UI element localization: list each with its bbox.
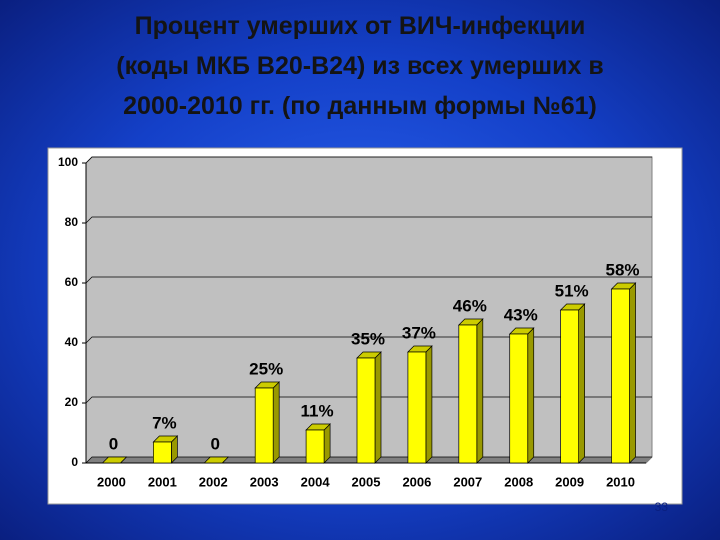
x-tick-label: 2007 [453, 474, 482, 489]
y-tick-label: 80 [65, 215, 79, 229]
bar [356, 357, 376, 464]
data-label: 11% [301, 401, 334, 420]
x-tick-label: 2010 [606, 474, 635, 489]
x-tick-label: 2006 [402, 474, 431, 489]
data-label: 7% [152, 413, 177, 432]
x-tick-label: 2005 [352, 474, 381, 489]
x-tick-label: 2009 [555, 474, 584, 489]
grid-line [85, 216, 652, 224]
x-tick-label: 2003 [250, 474, 279, 489]
y-tick-label: 40 [65, 335, 79, 349]
bar [509, 333, 529, 464]
bar [407, 351, 427, 464]
bar-top [203, 456, 230, 464]
data-label: 37% [402, 323, 436, 342]
data-label: 0 [211, 434, 220, 453]
bar [305, 429, 325, 464]
bar [611, 288, 630, 464]
bar [458, 324, 478, 464]
data-label: 51% [555, 281, 589, 300]
x-tick-label: 2004 [301, 474, 331, 489]
x-tick-label: 2000 [97, 474, 126, 489]
bar-side [425, 345, 433, 464]
bar [254, 387, 274, 464]
bar-side [527, 327, 535, 464]
bar-side [323, 423, 331, 464]
x-tick-label: 2002 [199, 474, 228, 489]
data-label: 35% [351, 329, 385, 348]
grid-line [85, 156, 652, 164]
x-tick-label: 2001 [148, 474, 177, 489]
chart-title: Процент умерших от ВИЧ-инфекции (коды МК… [116, 12, 604, 120]
bar-side [578, 303, 585, 464]
bar [153, 441, 172, 464]
bar-side [272, 381, 280, 464]
x-tick-label: 2008 [504, 474, 533, 489]
bar [560, 309, 579, 464]
bar-side [476, 318, 484, 464]
data-label: 0 [109, 434, 118, 453]
grid-line [85, 276, 652, 284]
data-label: 58% [606, 260, 640, 279]
data-label: 43% [504, 305, 538, 324]
y-tick-label: 0 [71, 455, 78, 469]
bar-side [374, 351, 382, 464]
bar-top [101, 456, 128, 464]
data-label: 25% [249, 359, 283, 378]
y-tick-label: 100 [58, 155, 78, 169]
data-label: 46% [453, 296, 487, 315]
page-number: 33 [655, 500, 669, 514]
y-tick-label: 20 [65, 395, 79, 409]
bar-side [629, 282, 636, 464]
y-tick-label: 60 [65, 275, 79, 289]
